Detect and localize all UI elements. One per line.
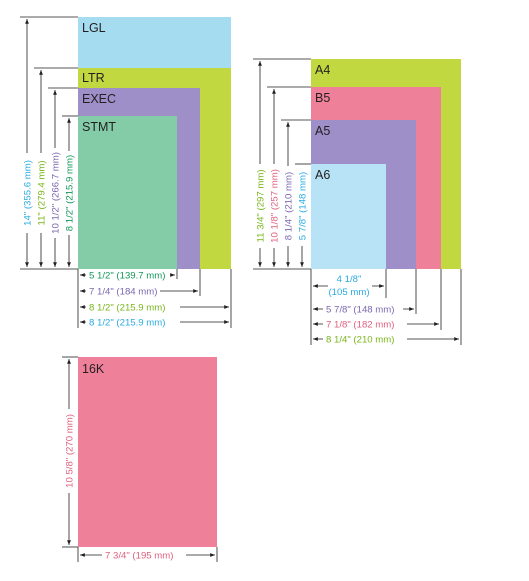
b5-width-label: 7 1/8" (182 mm) [326,320,394,331]
us-paper-group: LGL LTR EXEC STMT 14" (355.6 mm) 11" (27… [20,16,232,329]
ltr-label: LTR [82,71,105,85]
16k-sheet [78,357,217,547]
ltr-height-label: 11" (279.4 mm) [37,160,48,225]
ltr-width-label: 8 1/2" (215.9 mm) [89,303,165,314]
a5-height-label: 8 1/4" (210 mm) [284,172,295,240]
iso-paper-group: A4 B5 A5 A6 11 3/4" (297 mm) 10 1/8" (25… [253,58,462,346]
lgl-label: LGL [82,21,106,35]
b5-label: B5 [315,91,330,105]
16k-label: 16K [82,362,105,376]
b5-height-label: 10 1/8" (257 mm) [270,169,281,243]
a5-width-label: 5 7/8" (148 mm) [326,305,394,316]
a4-height-label: 11 3/4" (297 mm) [256,169,267,242]
16k-width-label: 7 3/4" (195 mm) [105,551,173,562]
lgl-height-label: 14" (355.6 mm) [23,160,34,226]
stmt-height-label: 8 1/2" (215.9 mm) [65,155,76,231]
16k-height-label: 10 5/8" (270 mm) [65,414,76,488]
stmt-width-label: 5 1/2" (139.7 mm) [89,271,165,282]
exec-width-label: 7 1/4" (184 mm) [89,287,157,298]
a6-label: A6 [315,168,330,182]
a4-label: A4 [315,63,330,77]
lgl-width-label: 8 1/2" (215.9 mm) [89,318,165,329]
a5-label: A5 [315,124,330,138]
exec-height-label: 10 1/2" (266.7 mm) [51,152,62,234]
a6-sheet [311,164,386,269]
exec-label: EXEC [82,92,116,106]
stmt-sheet [78,116,177,269]
16k-paper-group: 16K 10 5/8" (270 mm) 7 3/4" (195 mm) [62,356,218,562]
a6-width-label-line2: (105 mm) [328,287,369,298]
a4-width-label: 8 1/4" (210 mm) [326,335,394,346]
stmt-label: STMT [82,120,116,134]
a6-width-label-line1: 4 1/8" [337,274,362,285]
a6-height-label: 5 7/8" (148 mm) [298,172,309,240]
